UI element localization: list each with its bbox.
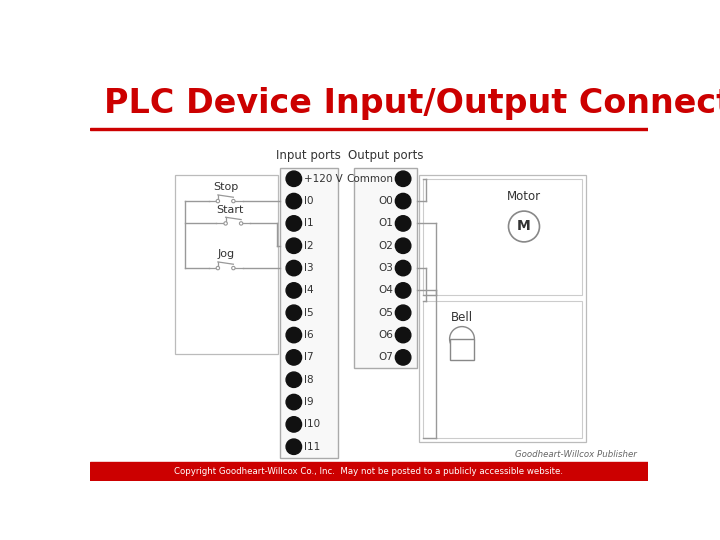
Text: Goodheart-Willcox Publisher: Goodheart-Willcox Publisher [516,450,637,459]
Circle shape [286,215,302,231]
Text: Output ports: Output ports [348,149,423,162]
Circle shape [395,193,411,209]
Bar [280,168,338,457]
Text: Motor: Motor [507,191,541,204]
Circle shape [395,350,411,365]
Text: I3: I3 [304,263,313,273]
Bar [354,168,417,368]
Text: O7: O7 [378,353,393,362]
Text: Stop: Stop [213,182,238,192]
Circle shape [286,417,302,432]
Circle shape [286,439,302,455]
Text: I11: I11 [304,442,320,452]
Circle shape [224,222,228,225]
Text: I1: I1 [304,218,313,228]
Text: I4: I4 [304,286,313,295]
Text: +120 V: +120 V [304,174,343,184]
Text: I8: I8 [304,375,313,384]
Circle shape [449,327,474,351]
Text: Start: Start [216,205,243,214]
Text: Common: Common [346,174,393,184]
Text: O6: O6 [378,330,393,340]
Circle shape [286,171,302,186]
Circle shape [286,394,302,410]
Text: Copyright Goodheart-Willcox Co., Inc.  May not be posted to a publicly accessibl: Copyright Goodheart-Willcox Co., Inc. Ma… [174,467,564,476]
Circle shape [286,327,302,343]
Circle shape [216,266,220,270]
Bar [175,175,279,354]
Bar [423,301,582,438]
Circle shape [286,305,302,320]
Text: I5: I5 [304,308,313,318]
Circle shape [286,260,302,276]
Bar [449,339,474,361]
Text: O2: O2 [378,241,393,251]
Text: O3: O3 [378,263,393,273]
Text: PLC Device Input/Output Connections: PLC Device Input/Output Connections [104,87,720,120]
Text: I9: I9 [304,397,313,407]
Text: Jog: Jog [217,249,234,259]
Circle shape [286,283,302,298]
Circle shape [286,350,302,365]
Text: Bell: Bell [451,311,473,324]
Circle shape [395,305,411,320]
Bar [419,175,586,442]
Text: I0: I0 [304,196,313,206]
Circle shape [395,327,411,343]
Bar [90,128,648,130]
Circle shape [395,215,411,231]
Circle shape [508,211,539,242]
Circle shape [395,260,411,276]
Circle shape [395,171,411,186]
Text: O0: O0 [378,196,393,206]
Text: I10: I10 [304,420,320,429]
Circle shape [232,199,235,203]
Bar [90,462,648,481]
Circle shape [286,238,302,253]
Circle shape [286,372,302,387]
Circle shape [286,193,302,209]
Circle shape [232,266,235,270]
Text: O1: O1 [378,218,393,228]
Text: I6: I6 [304,330,313,340]
Circle shape [395,238,411,253]
Text: Input ports: Input ports [276,149,341,162]
Circle shape [240,222,243,225]
Bar [423,179,582,295]
Text: O4: O4 [378,286,393,295]
Circle shape [216,199,220,203]
Circle shape [395,283,411,298]
Text: M: M [517,219,531,233]
Text: I7: I7 [304,353,313,362]
Text: I2: I2 [304,241,313,251]
Text: O5: O5 [378,308,393,318]
